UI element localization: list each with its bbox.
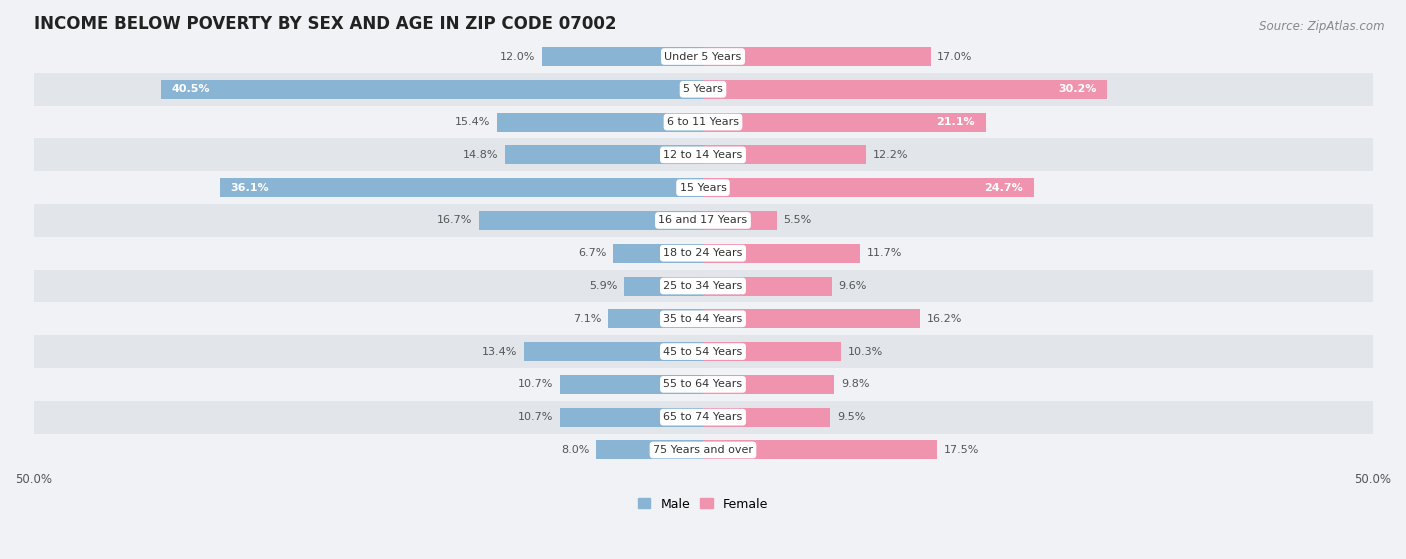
Text: 14.8%: 14.8% xyxy=(463,150,498,160)
Bar xyxy=(160,80,703,99)
Bar xyxy=(34,73,1372,106)
Bar xyxy=(505,145,703,164)
Text: 5.5%: 5.5% xyxy=(783,215,811,225)
Bar xyxy=(703,244,859,263)
Text: 10.7%: 10.7% xyxy=(517,412,553,422)
Bar xyxy=(496,112,703,131)
Bar xyxy=(613,244,703,263)
Bar xyxy=(703,342,841,361)
Text: 16 and 17 Years: 16 and 17 Years xyxy=(658,215,748,225)
Bar xyxy=(703,440,938,459)
Bar xyxy=(543,47,703,66)
Bar xyxy=(34,335,1372,368)
Text: 45 to 54 Years: 45 to 54 Years xyxy=(664,347,742,357)
Text: 6 to 11 Years: 6 to 11 Years xyxy=(666,117,740,127)
Bar xyxy=(34,368,1372,401)
Text: 5.9%: 5.9% xyxy=(589,281,617,291)
Text: 12.0%: 12.0% xyxy=(501,51,536,61)
Bar xyxy=(523,342,703,361)
Bar xyxy=(34,302,1372,335)
Bar xyxy=(624,277,703,296)
Bar xyxy=(34,401,1372,434)
Text: Under 5 Years: Under 5 Years xyxy=(665,51,741,61)
Legend: Male, Female: Male, Female xyxy=(633,492,773,515)
Text: 12.2%: 12.2% xyxy=(873,150,908,160)
Text: 55 to 64 Years: 55 to 64 Years xyxy=(664,380,742,390)
Text: 36.1%: 36.1% xyxy=(231,183,269,193)
Bar xyxy=(34,434,1372,466)
Text: 9.8%: 9.8% xyxy=(841,380,869,390)
Bar xyxy=(703,408,830,427)
Bar xyxy=(703,145,866,164)
Text: 16.7%: 16.7% xyxy=(437,215,472,225)
Bar xyxy=(34,40,1372,73)
Bar xyxy=(703,80,1108,99)
Text: 15.4%: 15.4% xyxy=(454,117,491,127)
Text: 75 Years and over: 75 Years and over xyxy=(652,445,754,455)
Text: 21.1%: 21.1% xyxy=(936,117,974,127)
Bar xyxy=(703,47,931,66)
Text: 12 to 14 Years: 12 to 14 Years xyxy=(664,150,742,160)
Text: 25 to 34 Years: 25 to 34 Years xyxy=(664,281,742,291)
Bar xyxy=(703,309,920,328)
Text: 10.3%: 10.3% xyxy=(848,347,883,357)
Text: 30.2%: 30.2% xyxy=(1059,84,1097,94)
Text: 9.5%: 9.5% xyxy=(837,412,865,422)
Text: 8.0%: 8.0% xyxy=(561,445,589,455)
Text: INCOME BELOW POVERTY BY SEX AND AGE IN ZIP CODE 07002: INCOME BELOW POVERTY BY SEX AND AGE IN Z… xyxy=(34,15,616,33)
Text: 5 Years: 5 Years xyxy=(683,84,723,94)
Text: 16.2%: 16.2% xyxy=(927,314,962,324)
Bar xyxy=(703,375,834,394)
Text: 17.5%: 17.5% xyxy=(943,445,980,455)
Bar xyxy=(34,237,1372,269)
Text: 40.5%: 40.5% xyxy=(172,84,209,94)
Bar xyxy=(34,269,1372,302)
Bar xyxy=(607,309,703,328)
Bar xyxy=(219,178,703,197)
Text: 24.7%: 24.7% xyxy=(984,183,1024,193)
Text: 35 to 44 Years: 35 to 44 Years xyxy=(664,314,742,324)
Bar xyxy=(596,440,703,459)
Bar xyxy=(479,211,703,230)
Text: 65 to 74 Years: 65 to 74 Years xyxy=(664,412,742,422)
Text: 17.0%: 17.0% xyxy=(938,51,973,61)
Text: 6.7%: 6.7% xyxy=(578,248,606,258)
Text: 18 to 24 Years: 18 to 24 Years xyxy=(664,248,742,258)
Bar xyxy=(560,375,703,394)
Bar xyxy=(560,408,703,427)
Bar xyxy=(703,112,986,131)
Text: 11.7%: 11.7% xyxy=(866,248,901,258)
Text: 13.4%: 13.4% xyxy=(481,347,517,357)
Bar xyxy=(34,171,1372,204)
Bar xyxy=(34,204,1372,237)
Text: 9.6%: 9.6% xyxy=(838,281,866,291)
Bar xyxy=(703,178,1033,197)
Text: 15 Years: 15 Years xyxy=(679,183,727,193)
Text: 10.7%: 10.7% xyxy=(517,380,553,390)
Text: Source: ZipAtlas.com: Source: ZipAtlas.com xyxy=(1260,20,1385,32)
Text: 7.1%: 7.1% xyxy=(572,314,602,324)
Bar xyxy=(703,277,831,296)
Bar xyxy=(34,106,1372,139)
Bar xyxy=(703,211,776,230)
Bar xyxy=(34,139,1372,171)
